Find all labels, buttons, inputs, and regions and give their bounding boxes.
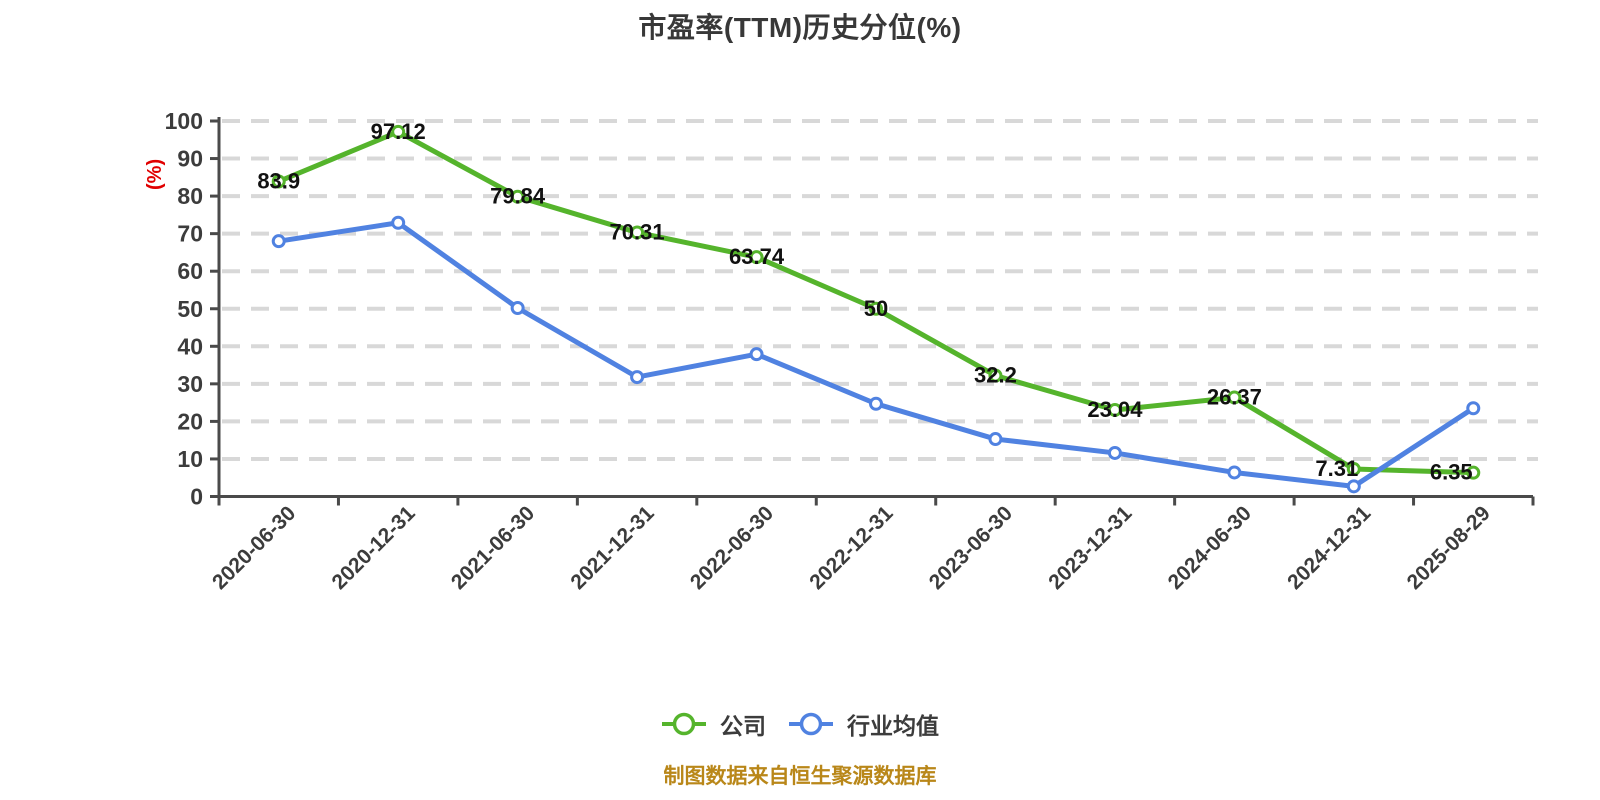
data-point-marker — [988, 432, 1003, 447]
chart-title: 市盈率(TTM)历史分位(%) — [638, 12, 962, 43]
industry-average-series-marker-icon — [789, 712, 833, 736]
data-point-marker — [510, 300, 525, 315]
data-point-marker — [1346, 462, 1361, 477]
x-axis-category-label: 2025-08-29 — [1403, 502, 1495, 594]
x-axis-category-label: 2021-12-31 — [566, 502, 658, 594]
y-axis-tick-label: 90 — [177, 146, 203, 172]
x-axis-category-label: 2022-06-30 — [686, 502, 778, 594]
data-point-marker — [869, 396, 883, 411]
y-axis-tick-label: 70 — [177, 221, 203, 247]
y-axis-tick-label: 50 — [177, 296, 203, 322]
data-point-marker — [391, 124, 406, 139]
data-point-label: 97.12 — [371, 119, 426, 144]
data-point-marker — [1227, 465, 1242, 480]
chart-legend: 公司 行业均值 — [0, 702, 1600, 746]
y-axis-unit-label: (%) — [144, 159, 166, 190]
legend-label-industry-average: 行业均值 — [847, 713, 939, 739]
company-series-marker-icon — [662, 712, 706, 736]
y-axis-tick-label: 60 — [177, 258, 203, 284]
data-point-marker — [630, 370, 645, 385]
data-point-marker — [1107, 402, 1122, 417]
data-point-label: 26.37 — [1207, 384, 1262, 409]
legend-label-company: 公司 — [720, 713, 766, 739]
data-point-marker — [271, 234, 286, 249]
data-point-label: 7.31 — [1315, 456, 1358, 481]
data-point-marker — [749, 347, 764, 362]
data-point-label: 32.2 — [974, 363, 1017, 388]
data-point-marker — [1466, 401, 1481, 416]
y-axis-tick-label: 30 — [177, 371, 203, 397]
x-axis-category-label: 2023-12-31 — [1044, 502, 1136, 594]
data-point-marker — [391, 215, 406, 230]
data-point-label: 63.74 — [729, 244, 785, 269]
y-axis-tick-label: 20 — [177, 408, 203, 434]
data-point-marker — [1107, 445, 1122, 460]
y-axis-tick-label: 10 — [177, 446, 203, 472]
data-point-marker — [869, 301, 883, 316]
data-point-marker — [510, 189, 525, 204]
data-source-note: 制图数据来自恒生聚源数据库 — [663, 765, 937, 788]
y-axis-tick-label: 40 — [177, 333, 203, 359]
data-point-label: 83.9 — [257, 168, 300, 193]
x-axis-category-label: 2020-12-31 — [327, 502, 419, 594]
data-point-marker — [1466, 465, 1481, 480]
x-axis-category-label: 2024-12-31 — [1283, 502, 1375, 594]
x-axis-category-label: 2020-06-30 — [208, 502, 300, 594]
series-line-1 — [276, 220, 1476, 489]
data-point-marker — [749, 250, 764, 265]
data-point-marker — [630, 225, 645, 240]
x-axis-category-label: 2022-12-31 — [805, 502, 897, 594]
legend-item-company[interactable]: 公司 — [661, 707, 766, 741]
x-axis-category-label: 2021-06-30 — [447, 502, 539, 594]
data-point-label: 70.31 — [610, 219, 665, 244]
legend-item-industry-average[interactable]: 行业均值 — [788, 707, 939, 741]
x-axis-category-label: 2024-06-30 — [1164, 502, 1256, 594]
y-axis-tick-label: 0 — [190, 484, 203, 510]
y-axis-tick-label: 100 — [165, 108, 203, 134]
data-point-marker — [271, 174, 286, 189]
data-point-label: 50 — [864, 296, 888, 321]
data-point-label: 23.04 — [1087, 397, 1143, 422]
y-axis-tick-label: 80 — [177, 183, 203, 209]
data-point-marker — [988, 368, 1003, 383]
data-point-marker — [1346, 479, 1361, 494]
data-point-label: 79.84 — [490, 184, 546, 209]
data-point-marker — [1227, 390, 1242, 405]
data-point-label: 6.35 — [1430, 460, 1473, 485]
x-axis-category-label: 2023-06-30 — [925, 502, 1017, 594]
